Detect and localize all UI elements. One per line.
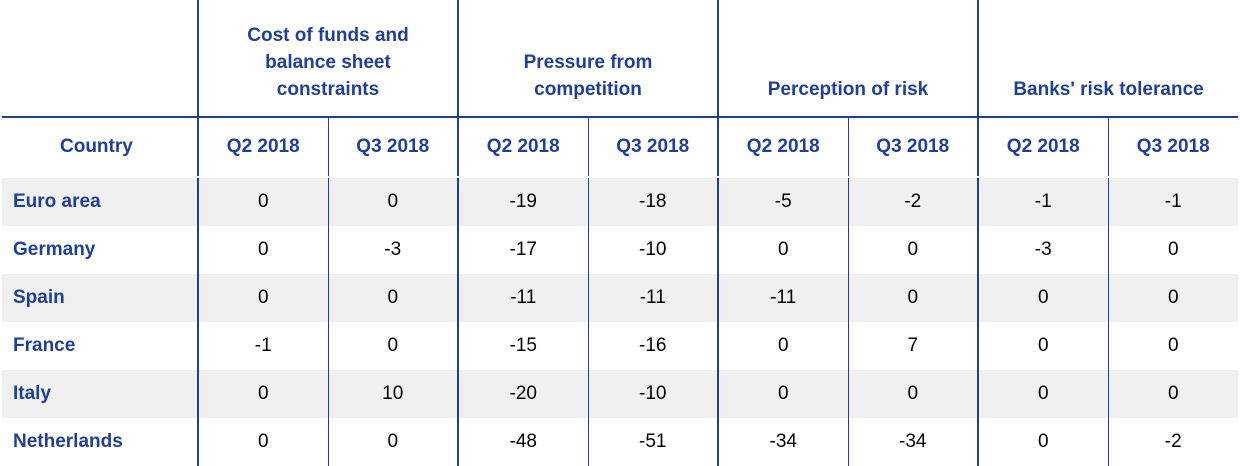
table-cell: -10 xyxy=(587,226,718,274)
table-cell: -20 xyxy=(457,370,588,418)
table-cell: 0 xyxy=(327,177,458,226)
country-name: France xyxy=(2,322,198,370)
period-header: Q3 2018 xyxy=(847,117,978,178)
table-cell: 7 xyxy=(847,322,978,370)
table-cell: 0 xyxy=(197,274,328,322)
empty-corner-cell xyxy=(2,0,198,117)
table-cell: 0 xyxy=(327,418,458,466)
table-cell: -15 xyxy=(457,322,588,370)
table-row: Italy 0 10 -20 -10 0 0 0 0 xyxy=(2,370,1239,418)
table-cell: 0 xyxy=(977,274,1108,322)
period-header: Q2 2018 xyxy=(717,117,848,178)
country-name: Italy xyxy=(2,370,198,418)
table-row: Germany 0 -3 -17 -10 0 0 -3 0 xyxy=(2,226,1239,274)
table-cell: 0 xyxy=(847,274,978,322)
table-cell: 0 xyxy=(977,322,1108,370)
table-cell: -10 xyxy=(587,370,718,418)
table-cell: 0 xyxy=(1107,322,1239,370)
table-cell: 0 xyxy=(1107,274,1239,322)
table-cell: -34 xyxy=(847,418,978,466)
table-cell: 0 xyxy=(847,226,978,274)
period-header: Q2 2018 xyxy=(197,117,328,178)
table-row: Netherlands 0 0 -48 -51 -34 -34 0 -2 xyxy=(2,418,1239,466)
table-cell: -3 xyxy=(977,226,1108,274)
table-cell: -1 xyxy=(1107,177,1239,226)
table-cell: 0 xyxy=(977,418,1108,466)
group-header-row: Cost of funds and balance sheet constrai… xyxy=(2,0,1239,117)
group-header-perception-of-risk: Perception of risk xyxy=(717,0,978,117)
group-header-pressure-from-competition: Pressure from competition xyxy=(457,0,718,117)
table-cell: 0 xyxy=(327,322,458,370)
table-row: Spain 0 0 -11 -11 -11 0 0 0 xyxy=(2,274,1239,322)
table-cell: -16 xyxy=(587,322,718,370)
table-cell: 0 xyxy=(197,418,328,466)
table-cell: -19 xyxy=(457,177,588,226)
table-cell: 0 xyxy=(1107,226,1239,274)
table-cell: -17 xyxy=(457,226,588,274)
country-name: Netherlands xyxy=(2,418,198,466)
table-cell: -2 xyxy=(847,177,978,226)
table-cell: -11 xyxy=(457,274,588,322)
table-cell: -48 xyxy=(457,418,588,466)
table-cell: -34 xyxy=(717,418,848,466)
period-header-row: Country Q2 2018 Q3 2018 Q2 2018 Q3 2018 … xyxy=(2,117,1239,178)
table-cell: 0 xyxy=(717,322,848,370)
table-cell: 0 xyxy=(717,370,848,418)
table-row: Euro area 0 0 -19 -18 -5 -2 -1 -1 xyxy=(2,177,1239,226)
table-cell: -5 xyxy=(717,177,848,226)
table-cell: 0 xyxy=(717,226,848,274)
table-cell: 0 xyxy=(847,370,978,418)
table-cell: -1 xyxy=(197,322,328,370)
table-cell: -2 xyxy=(1107,418,1239,466)
table-cell: 0 xyxy=(977,370,1108,418)
table-cell: -11 xyxy=(587,274,718,322)
period-header: Q2 2018 xyxy=(977,117,1108,178)
table-cell: -51 xyxy=(587,418,718,466)
group-header-risk-tolerance: Banks' risk tolerance xyxy=(976,0,1239,117)
country-column-header: Country xyxy=(2,117,198,178)
period-header: Q3 2018 xyxy=(587,117,718,178)
group-header-cost-of-funds: Cost of funds and balance sheet constrai… xyxy=(197,0,458,117)
period-header: Q3 2018 xyxy=(327,117,458,178)
table-cell: 0 xyxy=(327,274,458,322)
table-cell: 0 xyxy=(1107,370,1239,418)
table-cell: -1 xyxy=(977,177,1108,226)
table-cell: -11 xyxy=(717,274,848,322)
country-name: Euro area xyxy=(2,177,198,226)
table-cell: 0 xyxy=(197,226,328,274)
table-row: France -1 0 -15 -16 0 7 0 0 xyxy=(2,322,1239,370)
table-cell: -3 xyxy=(327,226,458,274)
period-header: Q3 2018 xyxy=(1107,117,1239,178)
country-name: Germany xyxy=(2,226,198,274)
period-header: Q2 2018 xyxy=(457,117,588,178)
table-cell: 10 xyxy=(327,370,458,418)
country-name: Spain xyxy=(2,274,198,322)
table-cell: -18 xyxy=(587,177,718,226)
table-cell: 0 xyxy=(197,177,328,226)
table-cell: 0 xyxy=(197,370,328,418)
